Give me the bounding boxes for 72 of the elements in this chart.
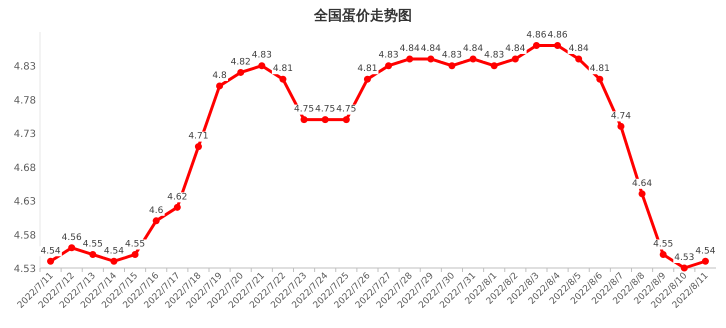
point	[470, 55, 477, 62]
point	[385, 62, 392, 70]
point	[174, 204, 181, 211]
point	[89, 251, 96, 258]
data-label: 4.83	[442, 50, 462, 61]
data-label: 4.84	[420, 44, 442, 54]
point	[406, 55, 414, 62]
y-tick-label: 4.53	[14, 264, 36, 275]
data-label: 4.84	[463, 44, 484, 54]
data-label: 4.81	[590, 64, 610, 74]
point	[532, 42, 540, 49]
data-label: 4.53	[674, 253, 694, 263]
point	[279, 76, 286, 83]
point	[638, 190, 646, 198]
data-label: 4.74	[610, 111, 632, 122]
y-tick-label: 4.58	[14, 230, 36, 242]
point	[132, 251, 139, 258]
data-label: 4.83	[484, 50, 504, 61]
data-label: 4.75	[315, 104, 336, 115]
data-label: 4.75	[336, 104, 356, 115]
point	[110, 258, 118, 265]
point	[300, 116, 308, 124]
data-label: 4.62	[167, 192, 188, 202]
data-label: 4.56	[62, 232, 82, 243]
y-tick-label: 4.68	[14, 162, 36, 174]
y-tick-label: 4.63	[14, 196, 36, 208]
data-label: 4.55	[125, 240, 146, 250]
point	[47, 258, 54, 265]
point	[216, 82, 224, 90]
data-label: 4.75	[294, 104, 314, 115]
data-label: 4.86	[526, 30, 547, 40]
data-label: 4.84	[400, 44, 420, 54]
point	[364, 76, 371, 83]
data-label: 4.55	[653, 240, 674, 250]
data-label: 4.64	[632, 178, 652, 189]
data-label: 4.54	[40, 246, 61, 256]
y-tick-label: 4.78	[14, 95, 36, 106]
point	[702, 258, 709, 265]
point	[68, 244, 76, 252]
point	[237, 68, 244, 76]
point	[152, 217, 160, 224]
data-label: 4.81	[272, 64, 293, 74]
point	[427, 55, 434, 62]
point	[660, 251, 667, 258]
data-label: 4.84	[568, 44, 589, 54]
point	[342, 116, 350, 124]
data-label: 4.54	[104, 246, 124, 256]
chart-title: 全国蛋价走势图	[313, 8, 412, 24]
point	[554, 42, 562, 49]
data-label: 4.84	[505, 44, 526, 54]
point	[194, 143, 202, 150]
data-label: 4.83	[378, 50, 399, 61]
point	[512, 55, 519, 62]
point	[575, 55, 582, 62]
data-label: 4.71	[188, 132, 208, 142]
point	[322, 116, 329, 124]
y-tick-label: 4.73	[14, 129, 36, 140]
data-label: 4.82	[230, 57, 251, 68]
data-label: 4.86	[548, 30, 568, 40]
point	[617, 122, 624, 130]
data-label: 4.81	[357, 64, 378, 74]
point	[448, 62, 456, 70]
data-label: 4.8	[212, 70, 227, 81]
y-tick-label: 4.83	[14, 62, 36, 73]
data-label: 4.6	[149, 206, 164, 216]
data-label: 4.55	[82, 240, 103, 250]
point	[490, 62, 498, 70]
point	[258, 62, 266, 70]
data-label: 4.83	[252, 50, 272, 61]
point	[596, 76, 604, 83]
data-label: 4.54	[695, 246, 716, 256]
point	[680, 264, 688, 272]
